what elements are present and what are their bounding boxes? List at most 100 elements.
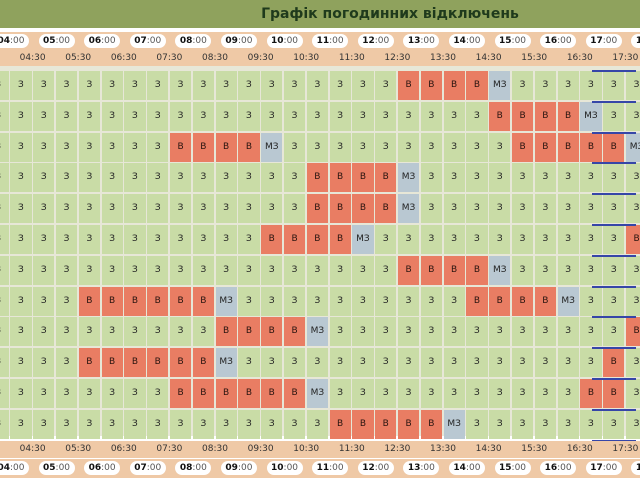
hour-pill: 05:00	[38, 461, 75, 475]
schedule-cell: З	[0, 71, 9, 100]
hour-minutes: :00	[329, 463, 344, 473]
schedule-cell: З	[283, 286, 306, 316]
schedule-cell: В	[603, 132, 625, 162]
hour-pill: 17:00	[585, 461, 622, 475]
schedule-cell: З	[0, 317, 9, 347]
schedule-cell: З	[557, 409, 579, 439]
schedule-cell: В	[261, 225, 283, 254]
schedule-cell: З	[124, 194, 146, 224]
schedule-cell: З	[489, 225, 511, 254]
current-time-marker	[592, 347, 636, 350]
schedule-cell: З	[306, 409, 328, 439]
schedule-cell: З	[534, 194, 556, 224]
schedule-cell: В	[169, 286, 192, 316]
schedule-cell: З	[169, 163, 192, 193]
schedule-cell: З	[534, 71, 556, 100]
schedule-cell: З	[169, 71, 192, 100]
schedule-cell: З	[10, 71, 32, 100]
schedule-cell: З	[192, 317, 214, 347]
schedule-cell: В	[420, 71, 442, 100]
schedule-cell: В	[352, 194, 374, 224]
hour-label: 08	[179, 36, 193, 46]
schedule-cell: З	[124, 379, 146, 408]
schedule-cell: З	[10, 132, 32, 162]
schedule-cell: З	[10, 225, 32, 254]
schedule-cell: В	[192, 132, 214, 162]
current-time-marker	[592, 408, 636, 411]
half-hour-label: 08:30	[202, 444, 228, 454]
half-hour-label: 10:30	[293, 444, 320, 454]
schedule-cell: З	[603, 71, 625, 100]
schedule-cell: МЗ	[580, 101, 602, 131]
half-hour-label: 11:30	[338, 53, 365, 63]
schedule-cell: МЗ	[215, 286, 237, 316]
schedule-cell: З	[466, 225, 488, 254]
half-hour-label: 04:30	[19, 53, 46, 63]
half-hour-label: 15:30	[521, 444, 548, 454]
hour-minutes: :00	[192, 463, 207, 473]
hour-pill: 18:00	[631, 34, 640, 48]
schedule-cell: З	[261, 101, 283, 131]
schedule-cell: З	[101, 409, 123, 439]
half-hour-label: 09:30	[247, 444, 274, 454]
schedule-cell: З	[511, 255, 534, 285]
schedule-cell: З	[580, 409, 602, 439]
hour-pill: 13:00	[403, 34, 440, 48]
schedule-cell: З	[397, 101, 420, 131]
schedule-cell: В	[557, 101, 579, 131]
hour-minutes: :00	[511, 463, 527, 473]
schedule-cell: З	[261, 194, 283, 224]
hour-label: 09	[225, 36, 238, 46]
schedule-cell: З	[557, 379, 579, 408]
schedule-cell: З	[101, 255, 123, 285]
schedule-cell: З	[147, 163, 169, 193]
schedule-cell: З	[55, 348, 78, 378]
schedule-cell: З	[10, 348, 32, 378]
hour-pill: 09:00	[220, 34, 257, 48]
schedule-cell: МЗ	[557, 286, 579, 316]
half-hour-label: 13:30	[430, 53, 456, 63]
schedule-cell: З	[329, 379, 351, 408]
schedule-cell: З	[0, 225, 9, 254]
schedule-cell: З	[55, 225, 78, 254]
schedule-cell: В	[238, 132, 260, 162]
schedule-cell: З	[10, 163, 32, 193]
schedule-cell: З	[511, 379, 534, 408]
hour-header-top: 04:00 05:00 06:00 07:00 08:00 09:00 10:00 11:00…	[0, 32, 640, 51]
half-hour-label: 12:30	[384, 53, 411, 63]
schedule-cell: З	[238, 101, 260, 131]
hour-label: 06	[88, 463, 102, 473]
schedule-cell: З	[261, 286, 283, 316]
schedule-cell: З	[375, 225, 397, 254]
schedule-cell: З	[283, 101, 306, 131]
schedule-cell: З	[192, 409, 214, 439]
schedule-cell: З	[557, 71, 579, 100]
hour-pill: 07:00	[129, 461, 166, 475]
schedule-cell: З	[238, 348, 260, 378]
hour-pill: 15:00	[494, 461, 531, 475]
schedule-cell: В	[169, 132, 192, 162]
schedule-cell: З	[215, 163, 237, 193]
schedule-cell: В	[625, 225, 640, 254]
schedule-cell: З	[55, 317, 78, 347]
schedule-cell: З	[603, 194, 625, 224]
schedule-cell: З	[147, 194, 169, 224]
schedule-cell: З	[0, 194, 9, 224]
schedule-cell: З	[580, 286, 602, 316]
schedule-cell: З	[33, 132, 55, 162]
schedule-cell: З	[443, 348, 465, 378]
schedule-cell: З	[261, 71, 283, 100]
schedule-cell: З	[147, 132, 169, 162]
schedule-cell: З	[580, 317, 602, 347]
schedule-cell: З	[124, 409, 146, 439]
current-time-marker	[592, 316, 636, 319]
hour-label: 11	[316, 463, 330, 473]
half-hour-label: 17:30	[612, 444, 639, 454]
hour-pill: 15:00	[494, 34, 531, 48]
hour-label: 06	[88, 36, 102, 46]
current-time-marker	[592, 162, 636, 165]
schedule-cell: З	[329, 71, 351, 100]
schedule-cell: В	[352, 163, 374, 193]
schedule-cell: З	[33, 71, 55, 100]
schedule-cell: МЗ	[489, 255, 511, 285]
